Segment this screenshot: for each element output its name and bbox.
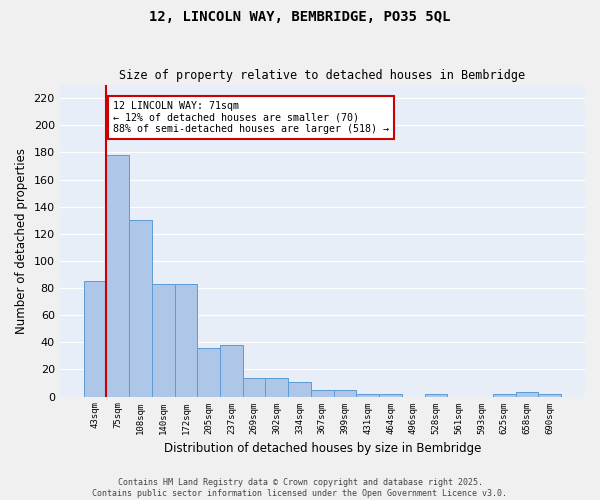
Text: 12 LINCOLN WAY: 71sqm
← 12% of detached houses are smaller (70)
88% of semi-deta: 12 LINCOLN WAY: 71sqm ← 12% of detached … [113, 101, 389, 134]
Title: Size of property relative to detached houses in Bembridge: Size of property relative to detached ho… [119, 69, 526, 82]
Bar [220, 345, 243, 397]
Bar [129, 220, 152, 396]
X-axis label: Distribution of detached houses by size in Bembridge: Distribution of detached houses by size … [164, 442, 481, 455]
Text: 12, LINCOLN WAY, BEMBRIDGE, PO35 5QL: 12, LINCOLN WAY, BEMBRIDGE, PO35 5QL [149, 10, 451, 24]
Bar [106, 155, 129, 396]
Bar [83, 282, 106, 397]
Text: Contains HM Land Registry data © Crown copyright and database right 2025.
Contai: Contains HM Land Registry data © Crown c… [92, 478, 508, 498]
Bar [288, 382, 311, 396]
Bar [175, 284, 197, 397]
Bar [425, 394, 448, 396]
Bar [265, 378, 288, 396]
Y-axis label: Number of detached properties: Number of detached properties [15, 148, 28, 334]
Bar [334, 390, 356, 396]
Bar [493, 394, 515, 396]
Bar [152, 284, 175, 397]
Bar [243, 378, 265, 396]
Bar [356, 394, 379, 396]
Bar [515, 392, 538, 396]
Bar [311, 390, 334, 396]
Bar [197, 348, 220, 397]
Bar [379, 394, 402, 396]
Bar [538, 394, 561, 396]
